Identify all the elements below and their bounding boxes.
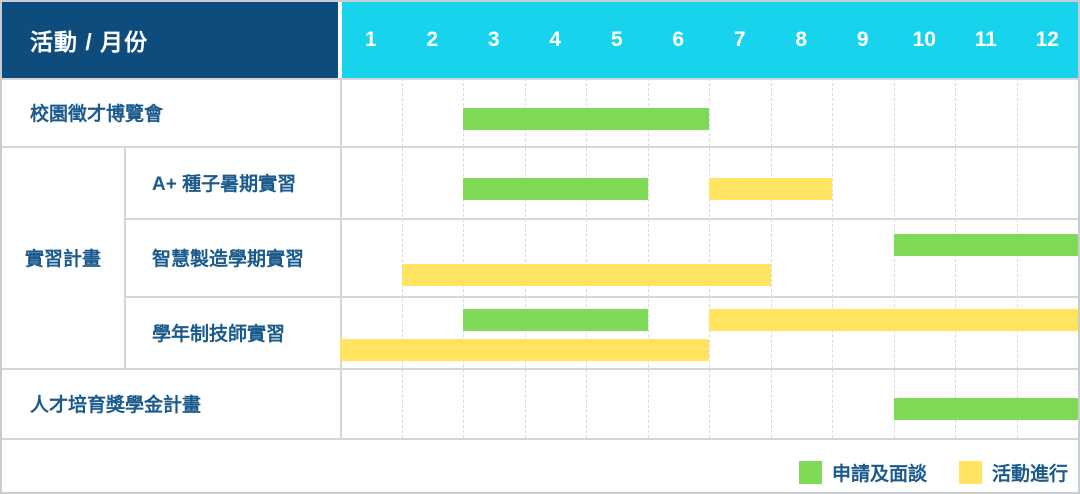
month-label-2: 2 xyxy=(426,28,439,51)
month-label-1: 1 xyxy=(364,28,377,51)
grid-line-vertical xyxy=(340,78,342,438)
row-label: 智慧製造學期實習 xyxy=(152,248,305,270)
month-label-7: 7 xyxy=(733,28,746,51)
row-label: 人才培育獎學金計畫 xyxy=(30,394,202,416)
month-grid-line xyxy=(401,78,403,438)
month-label-8: 8 xyxy=(795,28,808,51)
month-grid-line xyxy=(770,78,772,438)
month-label-11: 11 xyxy=(974,28,997,51)
row-label: 學年制技師實習 xyxy=(152,323,286,345)
corner-header-label: 活動 / 月份 xyxy=(30,29,149,55)
month-grid-line xyxy=(709,78,710,438)
corner-header: 活動 / 月份 xyxy=(2,2,338,78)
grid-line-horizontal xyxy=(124,296,1078,298)
month-label-9: 9 xyxy=(856,28,869,51)
legend-item: 活動進行 xyxy=(958,459,1068,486)
month-label-12: 12 xyxy=(1035,28,1059,51)
gantt-bar-yellow xyxy=(340,339,709,361)
grid-line-horizontal xyxy=(2,78,1078,80)
gantt-bar-green xyxy=(463,178,648,200)
grid-line-vertical xyxy=(124,146,126,368)
month-grid-line xyxy=(647,78,649,438)
month-label-4: 4 xyxy=(549,28,562,51)
gantt-bar-green xyxy=(893,234,1078,256)
gantt-bar-yellow xyxy=(709,178,832,200)
month-header-band: 1 2 3 4 5 6 7 8 9 10 11 12 xyxy=(342,2,1078,78)
month-grid-line xyxy=(524,78,526,438)
gantt-bar-green xyxy=(893,398,1078,420)
legend-swatch-green xyxy=(798,460,822,484)
month-label-3: 3 xyxy=(487,28,500,51)
month-grid-line xyxy=(832,78,833,438)
legend: 申請及面談 活動進行 xyxy=(798,454,1068,490)
legend-swatch-yellow xyxy=(958,460,982,484)
month-label-10: 10 xyxy=(912,28,936,51)
month-grid-line xyxy=(955,78,956,438)
month-label-6: 6 xyxy=(672,28,685,51)
month-grid-line xyxy=(893,78,895,438)
row-label: 校園徵才博覽會 xyxy=(30,103,164,125)
legend-label: 活動進行 xyxy=(991,463,1068,485)
gantt-bar-yellow xyxy=(709,309,1078,331)
month-grid-line xyxy=(463,78,464,438)
month-label-5: 5 xyxy=(610,28,623,51)
month-grid-line xyxy=(586,78,587,438)
grid-line-horizontal xyxy=(2,146,1078,148)
group-cell: 實習計畫 xyxy=(2,146,124,368)
gantt-bar-green xyxy=(463,309,648,331)
group-cell-label: 實習計畫 xyxy=(24,248,101,270)
legend-label: 申請及面談 xyxy=(831,463,927,485)
grid-line-horizontal xyxy=(2,368,1078,370)
legend-item: 申請及面談 xyxy=(798,459,927,486)
grid-line-horizontal xyxy=(2,438,1078,440)
gantt-bar-yellow xyxy=(401,264,771,286)
month-grid-line xyxy=(1016,78,1018,438)
gantt-bar-green xyxy=(463,108,709,130)
grid-line-horizontal xyxy=(124,218,1078,220)
row-label: A+ 種子暑期實習 xyxy=(152,173,297,195)
